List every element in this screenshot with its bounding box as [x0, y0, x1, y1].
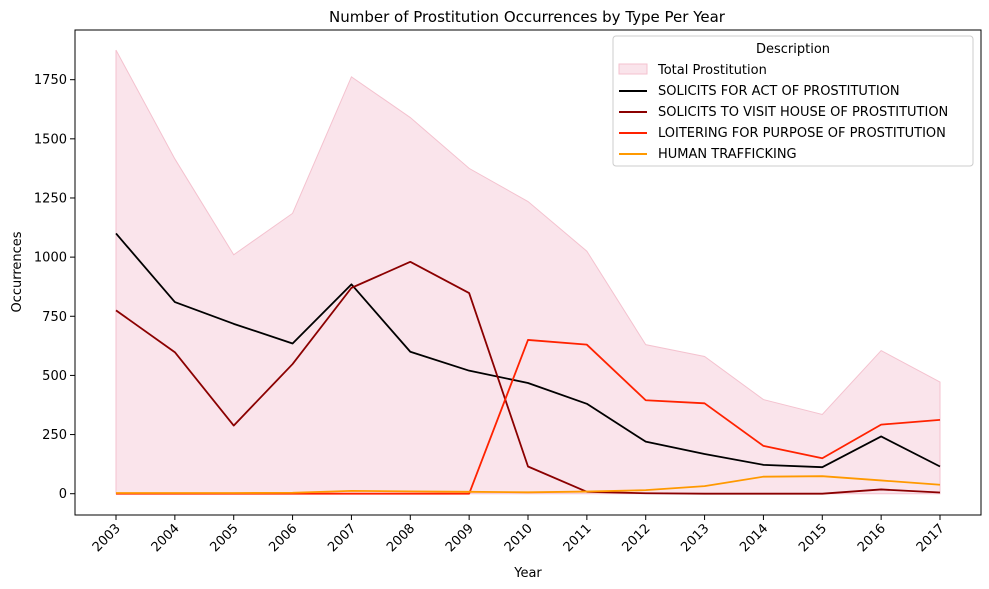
y-tick-label: 1750 — [34, 73, 67, 88]
legend-swatch-area — [618, 63, 648, 75]
plot-frame — [74, 29, 982, 516]
y-tick-label: 750 — [42, 310, 67, 325]
y-tick-label: 250 — [42, 428, 67, 443]
series-line-4 — [116, 475, 941, 494]
legend-label: SOLICITS TO VISIT HOUSE OF PROSTITUTION — [658, 105, 948, 120]
x-axis-label: Year — [513, 566, 542, 581]
series-line-2 — [115, 260, 941, 495]
y-tick-label: 1000 — [34, 251, 67, 266]
y-tick-label: 0 — [59, 487, 67, 502]
y-tick-label: 500 — [42, 369, 67, 384]
legend-title: Description — [756, 42, 830, 57]
series-line-1 — [115, 232, 941, 469]
legend-label: SOLICITS FOR ACT OF PROSTITUTION — [658, 84, 900, 99]
y-axis-label: Occurrences — [10, 231, 25, 312]
legend-label: Total Prostitution — [657, 63, 767, 78]
legend-box — [612, 35, 974, 167]
y-tick-label: 1500 — [34, 132, 67, 147]
legend-label: LOITERING FOR PURPOSE OF PROSTITUTION — [658, 126, 946, 141]
legend-label: HUMAN TRAFFICKING — [658, 147, 797, 162]
y-tick-label: 1250 — [34, 191, 67, 206]
plot-area: 2003 2004 2005 2006 2007 2008 2009 2010 2011 2012… — [34, 49, 948, 555]
legend: Description Total Prostitution SOLICITS FO… — [612, 35, 974, 167]
chart-title: Number of Prostitution Occurrences by Ty… — [329, 8, 726, 26]
